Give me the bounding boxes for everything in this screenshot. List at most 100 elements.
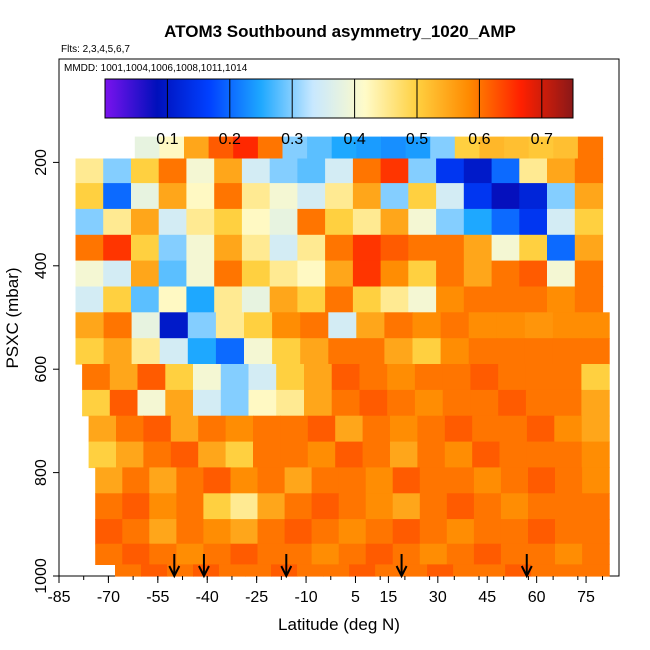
heatmap-cell [547, 286, 576, 313]
heatmap-cell [230, 543, 259, 565]
heatmap-cell [95, 543, 123, 565]
heatmap-cell [356, 312, 385, 339]
x-tick-label: -85 [47, 589, 70, 606]
heatmap-cell [581, 338, 610, 365]
marker-arrow [198, 554, 210, 579]
heatmap-cell [198, 441, 227, 469]
heatmap-cell [362, 415, 391, 443]
heatmap-cell [269, 286, 298, 313]
heatmap-cell [122, 519, 150, 545]
heatmap-cell [193, 364, 222, 391]
heatmap-cell [269, 183, 298, 210]
heatmap-cell [159, 338, 189, 365]
heatmap-cell [582, 543, 610, 565]
heatmap-cell [137, 389, 166, 417]
heatmap-cell [380, 260, 409, 288]
heatmap-cell [219, 564, 246, 577]
chart-title: ATOM3 Southbound asymmetry_1020_AMP [164, 22, 516, 41]
heatmap-cell [215, 312, 245, 339]
heatmap-cell [203, 493, 231, 520]
heatmap-cell [176, 467, 204, 494]
heatmap-cell [245, 564, 272, 577]
heatmap-cell [442, 364, 471, 391]
heatmap-cell [186, 183, 215, 210]
colorbar-tick-label: 0.5 [406, 131, 428, 148]
heatmap-cell [272, 312, 301, 339]
heatmap-cell [137, 364, 166, 391]
heatmap-cell [220, 364, 250, 391]
colorbar-tick-label: 0.1 [156, 131, 178, 148]
heatmap-cell [115, 564, 142, 577]
heatmap-cell [479, 564, 506, 577]
heatmap-cell [143, 441, 172, 469]
heatmap-cell [491, 286, 520, 313]
heatmap-cell [500, 493, 529, 520]
heatmap-cell [103, 312, 133, 339]
heatmap-cell [141, 564, 168, 577]
heatmap-cell [356, 338, 385, 365]
heatmap-cell [390, 441, 418, 469]
heatmap-cell [496, 338, 526, 365]
flights-note: Flts: 2,3,4,5,6,7 [61, 44, 130, 55]
heatmap-cell [453, 564, 480, 577]
x-tick-label: 30 [429, 589, 447, 606]
heatmap-cell [257, 543, 286, 565]
heatmap-cell [186, 234, 215, 262]
heatmap-cell [528, 519, 556, 545]
heatmap-cell [365, 493, 394, 520]
heatmap-cell [297, 208, 326, 236]
heatmap-cell [165, 364, 194, 391]
heatmap-cell [215, 338, 245, 365]
heatmap-cell [381, 136, 407, 160]
heatmap-cell [131, 312, 161, 339]
heatmap-cell [75, 286, 104, 313]
heatmap-cell [405, 136, 431, 160]
heatmap-cell [269, 208, 298, 236]
heatmap-cell [149, 467, 177, 494]
heatmap-cell [75, 260, 104, 288]
heatmap-cell [103, 286, 132, 313]
heatmap-cell [446, 543, 475, 565]
heatmap-cell [442, 389, 471, 417]
heatmap-cell [472, 441, 501, 469]
heatmap-cell [186, 158, 215, 184]
heatmap-cell [214, 260, 243, 288]
y-tick-label: 400 [33, 252, 50, 279]
x-tick-label: 15 [380, 589, 398, 606]
colorbar-tick-label: 0.6 [468, 131, 490, 148]
heatmap-cell [408, 158, 437, 184]
heatmap-cell [284, 543, 313, 565]
heatmap-cell [380, 286, 409, 313]
heatmap-cell [468, 312, 498, 339]
heatmap-cell [297, 564, 324, 577]
heatmap-cell [446, 467, 475, 494]
heatmap-cell [519, 286, 548, 313]
heatmap-cell [362, 441, 391, 469]
heatmap-cell [338, 519, 367, 545]
heatmap-cell [109, 364, 139, 391]
heatmap-cell [276, 389, 305, 417]
heatmap-cell [158, 208, 187, 236]
heatmap-cell [186, 286, 215, 313]
heatmap-cell [352, 286, 382, 313]
heatmap-cell [519, 234, 548, 262]
heatmap-cell [384, 312, 414, 339]
heatmap-cell [187, 312, 217, 339]
heatmap-cell [427, 564, 454, 577]
heatmap-cell [158, 183, 187, 210]
heatmap-cell [365, 519, 394, 545]
heatmap-cell [365, 467, 394, 494]
x-tick-label: 45 [478, 589, 496, 606]
heatmap-cell [131, 338, 161, 365]
y-axis: 200 400 600 800 1000 [33, 149, 59, 594]
heatmap-cell [365, 543, 394, 565]
heatmap-cell [122, 467, 150, 494]
heatmap-cell [519, 208, 548, 236]
heatmap-cell [528, 467, 556, 494]
heatmap-cell [244, 338, 273, 365]
heatmap-cell [272, 338, 301, 365]
heatmap-cell [230, 493, 259, 520]
heatmap-cell [491, 234, 520, 262]
heatmap-cell [554, 441, 583, 469]
heatmap-cell [269, 260, 298, 288]
